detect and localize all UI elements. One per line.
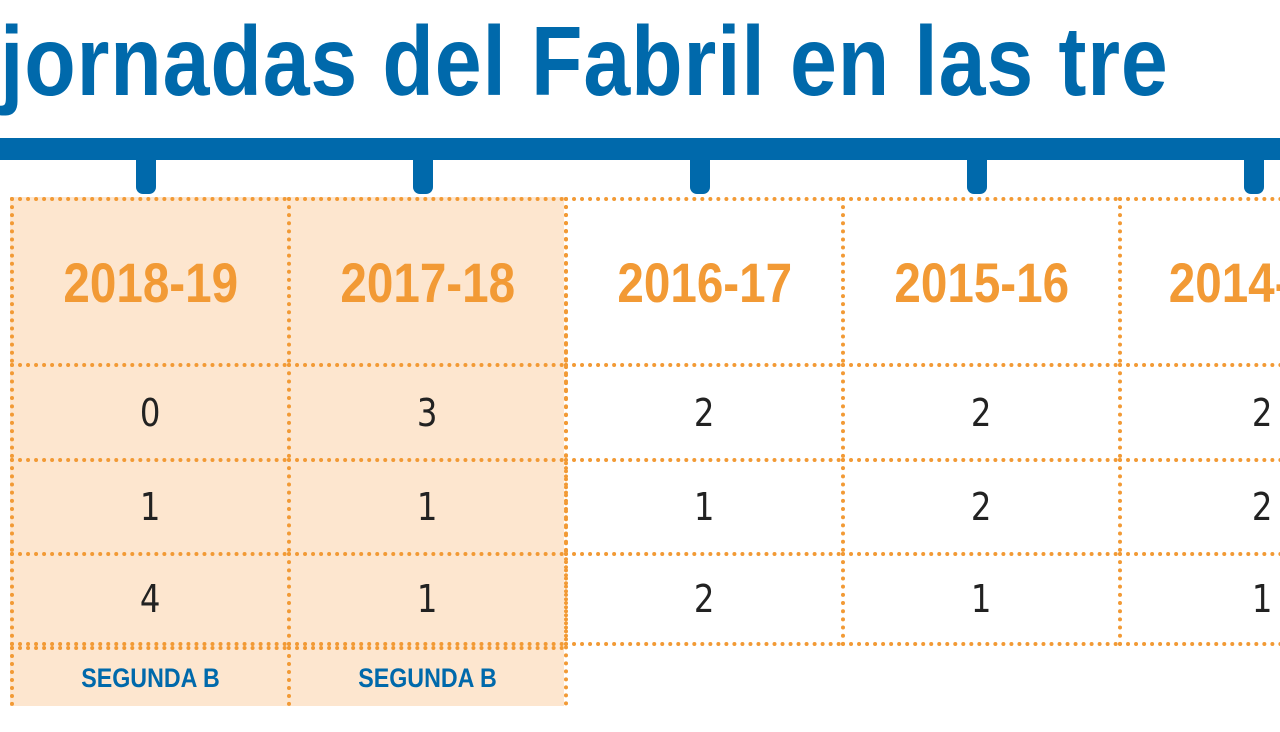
table-cell: 1 xyxy=(564,458,841,552)
table-cell: 1 xyxy=(287,458,564,552)
season-header: 2018-19 xyxy=(10,197,287,363)
season-header: 2017-18 xyxy=(287,197,564,363)
season-column-2014: 2014- 2 2 1 xyxy=(1118,197,1280,646)
table-cell: 1 xyxy=(10,458,287,552)
table-cell: 1 xyxy=(1118,552,1280,646)
timeline-tick xyxy=(690,152,710,194)
season-column-2017-18: 2017-18 3 1 1 SEGUNDA B xyxy=(287,197,564,706)
league-label: SEGUNDA B xyxy=(10,646,287,706)
table-cell: 2 xyxy=(1118,363,1280,458)
season-header: 2016-17 xyxy=(564,197,841,363)
timeline-tick xyxy=(413,152,433,194)
timeline-bar xyxy=(0,138,1280,160)
table-cell: 2 xyxy=(841,458,1118,552)
table-cell: 1 xyxy=(287,552,564,646)
season-column-2015-16: 2015-16 2 2 1 xyxy=(841,197,1118,646)
table-cell: 2 xyxy=(564,363,841,458)
table-cell: 1 xyxy=(841,552,1118,646)
table-cell: 2 xyxy=(564,552,841,646)
table-cell: 0 xyxy=(10,363,287,458)
page-title: jornadas del Fabril en las tre xyxy=(0,6,1169,116)
season-column-2018-19: 2018-19 0 1 4 SEGUNDA B xyxy=(10,197,287,706)
table-cell: 2 xyxy=(841,363,1118,458)
table-cell: 3 xyxy=(287,363,564,458)
league-label: SEGUNDA B xyxy=(287,646,564,706)
table-cell: 4 xyxy=(10,552,287,646)
table-cell: 2 xyxy=(1118,458,1280,552)
season-column-2016-17: 2016-17 2 1 2 xyxy=(564,197,841,646)
timeline-tick xyxy=(136,152,156,194)
timeline-tick xyxy=(1244,152,1264,194)
season-header: 2015-16 xyxy=(841,197,1118,363)
timeline-tick xyxy=(967,152,987,194)
season-header: 2014- xyxy=(1118,197,1280,363)
